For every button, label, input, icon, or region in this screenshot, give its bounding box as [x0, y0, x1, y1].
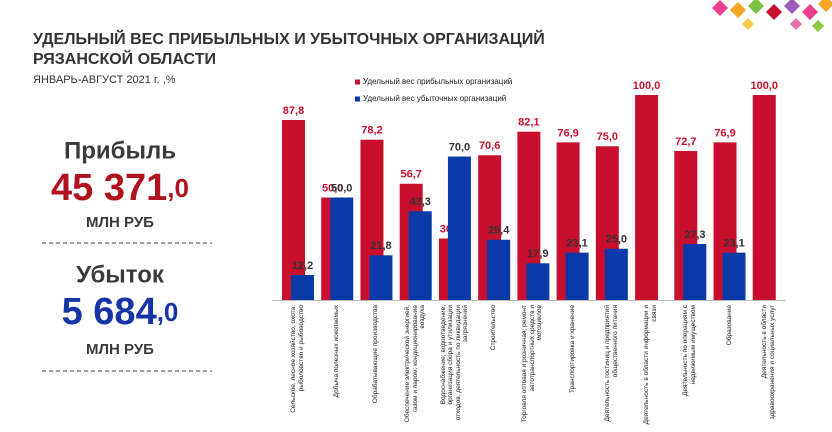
legend-label: Удельный вес убыточных организаций [363, 94, 506, 103]
decoration [712, 0, 832, 32]
value-label: 29,4 [488, 225, 510, 237]
loss-label: Убыток [76, 261, 165, 288]
value-label: 12,2 [292, 260, 313, 272]
value-label: 56,7 [400, 169, 421, 181]
deco-diamond [742, 18, 754, 30]
deco-diamond [790, 18, 802, 30]
value-label: 100,0 [633, 80, 661, 92]
bar [330, 197, 354, 300]
deco-diamond [712, 0, 728, 16]
x-tick-label: Строительство [490, 305, 497, 351]
legend-swatch [355, 96, 360, 102]
profit-value-decimal: ,0 [167, 173, 189, 203]
x-tick-label: Деятельность в области здравоохранения и… [760, 305, 776, 420]
legend-swatch [355, 79, 360, 85]
deco-diamond [730, 2, 746, 18]
bar [447, 156, 471, 300]
bar [369, 255, 393, 300]
chart-subtitle: ЯНВАРЬ-АВГУСТ 2021 г. ,% [33, 74, 176, 86]
x-tick-label: Водоснабжение; водоотведение, организаци… [439, 305, 470, 421]
bar [282, 120, 305, 300]
bar [565, 252, 589, 300]
x-tick-label: Деятельность по операциям с недвижимым и… [682, 305, 697, 396]
value-label: 50,0 [331, 182, 352, 194]
deco-diamond [748, 0, 764, 14]
value-label: 75,0 [597, 131, 618, 143]
loss-value-decimal: ,0 [157, 297, 179, 327]
deco-diamond [784, 0, 800, 14]
bar [517, 131, 541, 300]
loss-unit: МЛН РУБ [86, 341, 154, 358]
bar [683, 244, 707, 300]
bar [408, 211, 432, 300]
value-label: 70,0 [449, 141, 470, 153]
profit-unit: МЛН РУБ [86, 214, 154, 231]
loss-value-main: 5 684 [62, 291, 157, 333]
value-label: 76,9 [557, 127, 578, 139]
deco-diamond [766, 4, 782, 20]
value-label: 72,7 [675, 136, 696, 148]
x-tick-label: Добыча полезных ископаемых [333, 305, 341, 398]
bar [635, 95, 659, 300]
profit-value-main: 45 371 [51, 167, 167, 209]
x-tick-label: Образование [725, 305, 733, 346]
value-label: 23,1 [566, 238, 587, 250]
x-tick-label: Обрабатывающие производства [372, 305, 380, 404]
deco-diamond [818, 0, 832, 12]
x-tick-label: Сельское, лесное хозяйство, охота, рыбол… [290, 305, 305, 413]
bar [526, 263, 550, 300]
profit-value: 45 371,0 [51, 167, 189, 209]
value-label: 21,8 [370, 240, 391, 252]
loss-value: 5 684,0 [62, 291, 179, 333]
x-tick-label: Обеспечение электрической энергией, газо… [404, 305, 427, 423]
value-label: 78,2 [361, 125, 382, 137]
bar [722, 252, 746, 300]
x-tick-label: Транспортировка и хранение [568, 305, 576, 393]
value-label: 70,6 [479, 140, 500, 152]
bar [291, 274, 314, 300]
deco-diamond [802, 4, 818, 20]
value-label: 50,0 [322, 182, 343, 194]
value-label: 17,9 [527, 248, 548, 260]
chart-title: УДЕЛЬНЫЙ ВЕС ПРИБЫЛЬНЫХ И УБЫТОЧНЫХ ОРГА… [33, 29, 545, 68]
deco-diamond [812, 20, 824, 32]
value-label: 25,0 [606, 234, 627, 246]
x-tick-label: Деятельность в области информации и связ… [643, 305, 658, 425]
value-label: 87,8 [283, 105, 304, 117]
bar [487, 239, 511, 300]
bar [604, 248, 628, 300]
value-label: 82,1 [518, 117, 539, 129]
value-label: 43,3 [409, 196, 430, 208]
value-label: 27,3 [684, 229, 705, 241]
legend-label: Удельный вес прибыльных организаций [363, 77, 512, 86]
value-label: 100,0 [751, 80, 779, 92]
x-tick-label: Торговля оптовая и розничная; ремонт авт… [521, 305, 544, 423]
x-tick-label: Деятельность гостиниц и предприятий обще… [603, 305, 619, 422]
value-label: 76,9 [714, 127, 735, 139]
profit-label: Прибыль [64, 137, 176, 164]
bar [752, 95, 776, 300]
value-label: 23,1 [723, 238, 744, 250]
